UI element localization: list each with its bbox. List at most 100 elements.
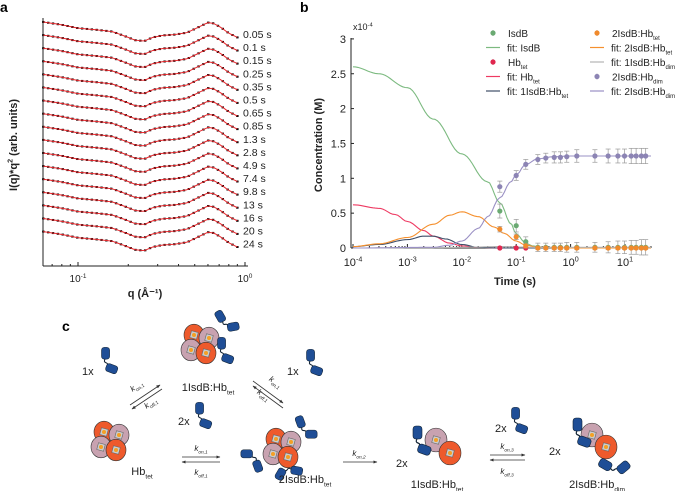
isdb-monomer-icon bbox=[294, 415, 318, 439]
fit-curve bbox=[43, 100, 238, 121]
heme-iron bbox=[448, 451, 452, 455]
y-axis-label-base: I(q)*q bbox=[8, 163, 20, 191]
isdb-domain bbox=[511, 407, 520, 420]
rate-constant-koff1b-base: k bbox=[255, 387, 264, 397]
rate-constant-kon3-sub: on,3 bbox=[504, 447, 514, 453]
rate-constant-kon3-base: k bbox=[500, 442, 505, 451]
x-tick-label-base: 10 bbox=[617, 257, 629, 269]
data-point bbox=[638, 153, 644, 159]
y-tick-label: 0.5 bbox=[331, 208, 346, 220]
stoichiometry-label: 2x bbox=[396, 458, 408, 470]
isdb-domain bbox=[214, 310, 226, 323]
data-point bbox=[543, 245, 549, 251]
isdb-domain bbox=[572, 417, 583, 432]
isdb-domain bbox=[105, 363, 119, 374]
y-multiplier-sup: -4 bbox=[368, 22, 374, 28]
data-point bbox=[621, 245, 628, 251]
data-point bbox=[628, 153, 634, 159]
reaction-arrow bbox=[131, 388, 163, 410]
legend-label-base: IsdB bbox=[508, 29, 528, 40]
x-tick-label-base: 10 bbox=[452, 257, 464, 269]
time-label: 0.85 s bbox=[243, 121, 272, 133]
legend-label: fit: 2IsdB:Hbtet bbox=[611, 44, 672, 57]
time-label: 0.65 s bbox=[243, 108, 272, 120]
heme-iron bbox=[289, 440, 293, 444]
y-tick-label: 1.5 bbox=[331, 138, 346, 150]
rate-constant-koff3-base: k bbox=[500, 467, 505, 476]
species-label-isdb2_hb_dim-sub: dim bbox=[614, 486, 625, 491]
isdb-domain bbox=[226, 321, 240, 332]
time-label: 16 s bbox=[243, 212, 263, 224]
fit-line bbox=[352, 211, 651, 249]
time-label: 0.25 s bbox=[243, 68, 272, 80]
time-label: 9.8 s bbox=[243, 186, 266, 198]
isdb-monomer-icon bbox=[214, 310, 240, 332]
isdb-domain bbox=[616, 460, 631, 475]
rate-constant-kon1b-sub: on,1 bbox=[269, 381, 280, 391]
rate-constant-kon2-base: k bbox=[352, 449, 357, 458]
isdb-domain bbox=[101, 347, 110, 360]
panel-label-c: c bbox=[62, 318, 70, 334]
stoichiometry-label: 2x bbox=[178, 416, 190, 428]
x-tick-label: 10-3 bbox=[398, 256, 417, 269]
time-label: 1.3 s bbox=[243, 134, 266, 146]
heme-iron bbox=[590, 433, 594, 437]
isdb-monomer-icon bbox=[598, 458, 631, 475]
legend-label: fit: Hbtet bbox=[507, 73, 540, 86]
x-tick-label-base: 10 bbox=[238, 274, 250, 285]
fit-curve bbox=[43, 191, 238, 212]
legend-marker bbox=[594, 73, 600, 80]
data-point bbox=[605, 245, 611, 251]
rate-constant-koff1-sub: off,1 bbox=[149, 400, 160, 410]
rate-constant-koff1b: koff,1 bbox=[254, 387, 272, 404]
rate-constant-koff3: koff,3 bbox=[500, 467, 514, 478]
heme-iron bbox=[114, 448, 118, 452]
heme-iron bbox=[207, 336, 211, 340]
rate-constant-koff1b-sub: off,1 bbox=[257, 394, 268, 404]
data-point bbox=[557, 245, 564, 251]
fit-curve bbox=[43, 34, 238, 55]
rate-constant-koff1c-sub: off,1 bbox=[198, 473, 208, 479]
panel-label-a: a bbox=[0, 0, 8, 15]
species-label-isdb2_hb_dim-base: 2IsdB:Hb bbox=[569, 479, 614, 491]
y-tick-label: 2 bbox=[340, 104, 346, 116]
fit-curve bbox=[43, 204, 238, 225]
legend-label: IsdB bbox=[508, 29, 528, 40]
stoichiometry-label: 1x bbox=[287, 366, 299, 378]
legend-label-base: fit: Hb bbox=[507, 73, 534, 84]
x-tick-label-base: 10 bbox=[507, 257, 519, 269]
legend-label: Hbtet bbox=[508, 58, 528, 71]
y-axis-label-sup: 2 bbox=[7, 159, 15, 163]
stoichiometry-label: 1x bbox=[82, 366, 94, 378]
x-tick-label-base: 10 bbox=[562, 257, 574, 269]
rate-constant-kon1-sub: on,1 bbox=[135, 383, 146, 393]
data-point bbox=[523, 243, 529, 249]
heme-iron bbox=[434, 438, 438, 442]
heme-iron bbox=[99, 445, 103, 449]
fit-line bbox=[353, 155, 651, 249]
x-tick-label-base: 10 bbox=[344, 257, 356, 269]
rate-constant-koff1-base: k bbox=[143, 400, 152, 410]
legend-label-base: fit: 1IsdB:Hb bbox=[507, 87, 562, 98]
legend-label-base: fit: 1IsdB:Hb bbox=[611, 58, 666, 69]
species-label-isdb1_hb_tet: 1IsdB:Hbtet bbox=[182, 382, 235, 396]
x-tick-label: 100 bbox=[238, 273, 253, 285]
isdb-domain bbox=[217, 337, 226, 350]
legend-label: fit: 1IsdB:Hbtet bbox=[507, 87, 568, 100]
data-point bbox=[513, 245, 519, 251]
species-label-isdb1_hb_tet-base: 1IsdB:Hb bbox=[182, 382, 227, 394]
fit-curve bbox=[43, 152, 238, 173]
y-axis-label: I(q)*q2 (arb. units) bbox=[7, 99, 20, 191]
data-point bbox=[535, 156, 541, 163]
rate-constant-koff1c: koff,1 bbox=[194, 468, 208, 479]
x-tick-label: 10-1 bbox=[70, 273, 87, 285]
species-label-isdb1_hb_tet_b-base: 1IsdB:Hb bbox=[411, 479, 456, 491]
heme-iron bbox=[117, 433, 121, 437]
data-point bbox=[523, 239, 529, 245]
species-label-hb_tet-base: Hb bbox=[131, 466, 145, 478]
rate-constant-koff3-sub: off,3 bbox=[504, 472, 514, 478]
fit-curve bbox=[43, 113, 238, 134]
